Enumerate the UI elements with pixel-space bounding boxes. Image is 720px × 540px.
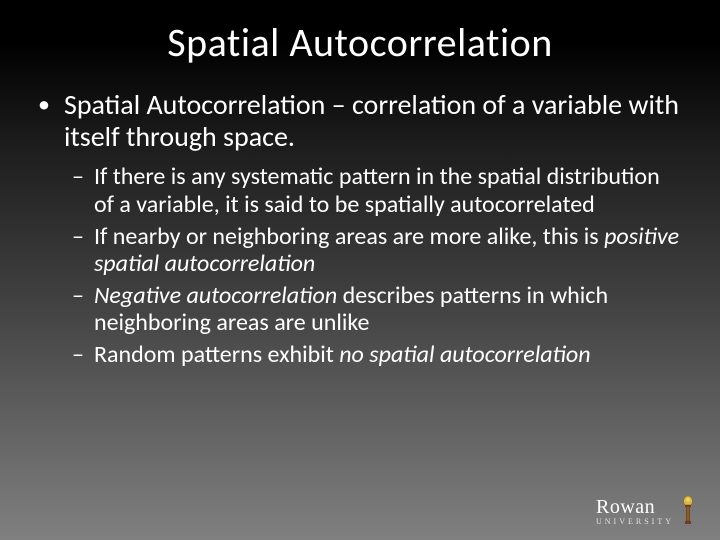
logo-sub: UNIVERSITY [596, 517, 674, 526]
bullet-text: If there is any systematic pattern in th… [94, 163, 682, 218]
bullet-text: If nearby or neighboring areas are more … [94, 223, 682, 278]
bullet-level2: – Random patterns exhibit no spatial aut… [72, 341, 682, 369]
text-pre: Random patterns exhibit [94, 340, 339, 369]
bullet-level2: – If there is any systematic pattern in … [72, 163, 682, 218]
bullet-text: Negative autocorrelation describes patte… [94, 282, 682, 337]
bullet-marker: • [38, 89, 64, 153]
bullet-marker: – [72, 163, 94, 218]
bullet-level1: • Spatial Autocorrelation – correlation … [38, 89, 682, 153]
bullet-level2: – If nearby or neighboring areas are mor… [72, 223, 682, 278]
text-pre: If there is any systematic pattern in th… [94, 162, 660, 219]
footer-logo: Rowan UNIVERSITY [596, 496, 696, 526]
slide-title: Spatial Autocorrelation [0, 0, 720, 67]
bullet-text: Random patterns exhibit no spatial autoc… [94, 341, 591, 369]
bullet-marker: – [72, 282, 94, 337]
text-italic: no spatial autocorrelation [339, 340, 590, 369]
slide-content: • Spatial Autocorrelation – correlation … [0, 67, 720, 369]
slide: Spatial Autocorrelation • Spatial Autoco… [0, 0, 720, 540]
bullet-level2: – Negative autocorrelation describes pat… [72, 282, 682, 337]
text-italic: Negative autocorrelation [94, 281, 337, 310]
bullet-text: Spatial Autocorrelation – correlation of… [64, 89, 682, 153]
bullet-marker: – [72, 223, 94, 278]
torch-icon [680, 496, 696, 526]
logo-name: Rowan [596, 496, 674, 519]
logo-text-block: Rowan UNIVERSITY [596, 496, 674, 526]
text-pre: If nearby or neighboring areas are more … [94, 222, 604, 251]
bullet-marker: – [72, 341, 94, 369]
